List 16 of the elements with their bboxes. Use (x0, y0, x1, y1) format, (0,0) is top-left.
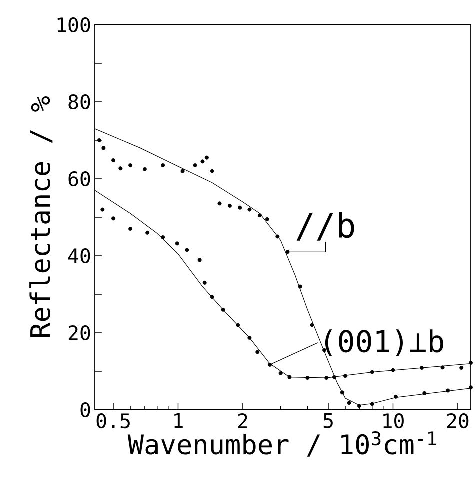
x-tick-label: 0.5 (96, 414, 130, 429)
y-tick-label: 20 (68, 325, 90, 341)
legend-label: (001)⊥b (325, 330, 444, 356)
x-tick-label: 20 (447, 414, 469, 429)
x-axis-title: Wavenumber / 10$^{3}$cm$^{-1}$ (128, 431, 436, 457)
y-tick-label: 60 (68, 171, 90, 187)
y-tick-label: 80 (68, 94, 90, 110)
series-label: //b (296, 212, 354, 241)
y-tick-label: 0 (80, 402, 90, 418)
x-tick-label: 10 (384, 414, 404, 429)
x-tick-label: 2 (238, 414, 248, 428)
y-axis-title: Reflectance / % (30, 96, 53, 338)
y-tick-label: 100 (58, 17, 90, 33)
y-tick-label: 40 (68, 248, 90, 264)
x-tick-label: 1 (174, 414, 183, 428)
x-tick-label: 5 (324, 414, 333, 428)
